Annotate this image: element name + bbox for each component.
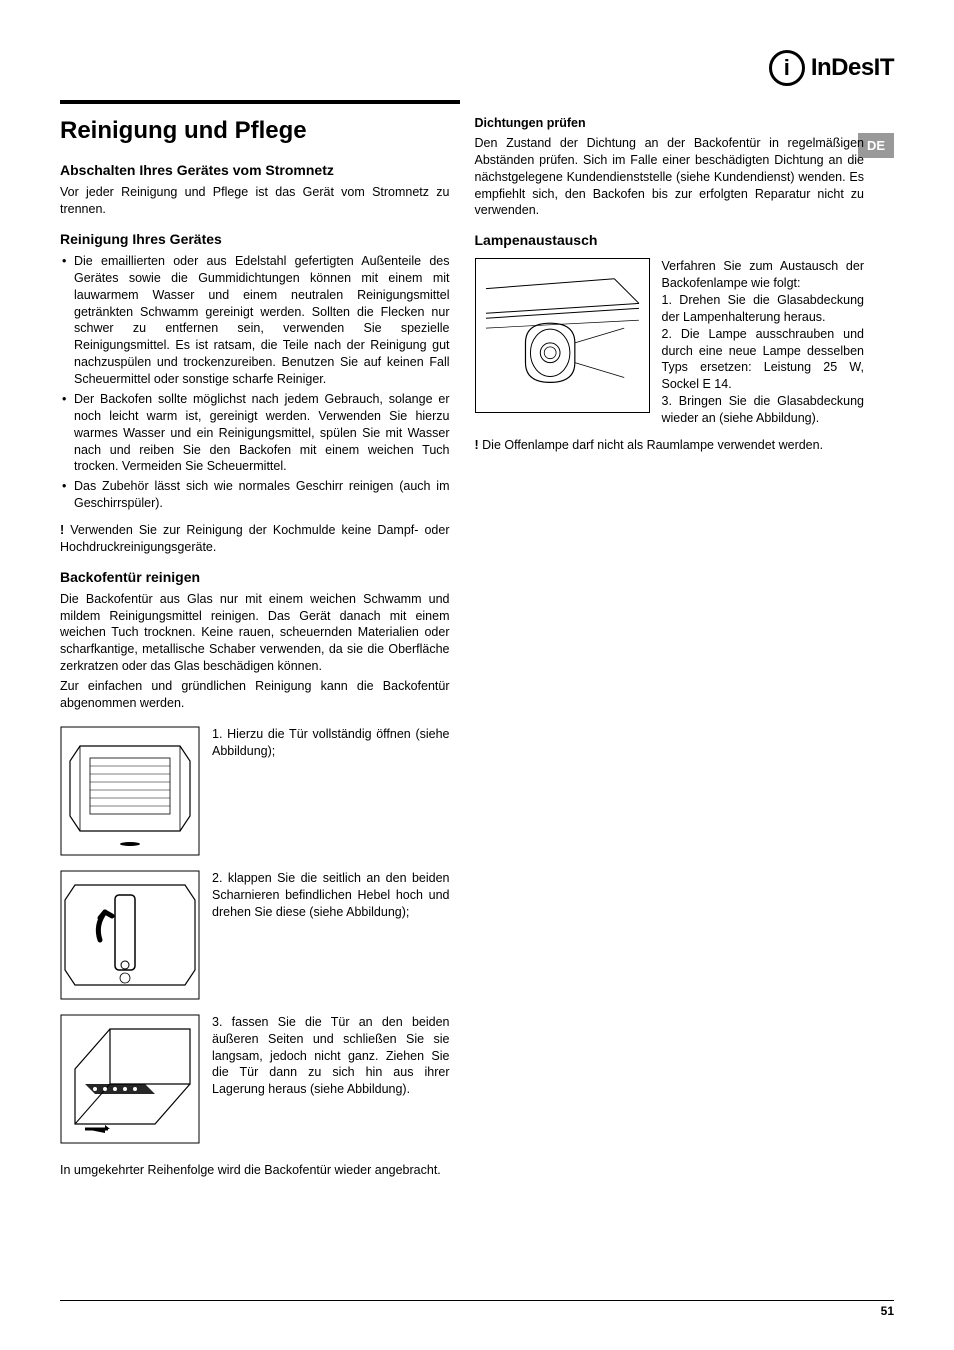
section-text: Den Zustand der Dichtung an der Backofen…	[475, 135, 865, 219]
list-item: Die emaillierten oder aus Edelstahl gefe…	[60, 253, 450, 388]
warning-text: ! Verwenden Sie zur Reinigung der Kochmu…	[60, 522, 450, 556]
list-item: Das Zubehör lässt sich wie normales Gesc…	[60, 478, 450, 512]
step-2: 2. klappen Sie die seitlich an den beide…	[60, 870, 450, 1000]
lamp-block: Verfahren Sie zum Austausch der Backofen…	[475, 258, 865, 427]
logo-symbol: i	[769, 50, 805, 86]
list-item: Der Backofen sollte möglichst nach jedem…	[60, 391, 450, 475]
main-heading: Reinigung und Pflege	[60, 115, 450, 147]
step-1: 1. Hierzu die Tür vollständig öffnen (si…	[60, 726, 450, 856]
page-number: 51	[881, 1304, 894, 1318]
section-text: In umgekehrter Reihenfolge wird die Back…	[60, 1162, 450, 1179]
section-heading-door: Backofentür reinigen	[60, 568, 450, 587]
brand-logo: i InDesIT	[769, 50, 894, 86]
step-2-figure	[60, 870, 200, 1000]
section-text: Zur einfachen und gründlichen Reinigung …	[60, 678, 450, 712]
step-3-text: 3. fassen Sie die Tür an den beiden äuße…	[212, 1014, 450, 1098]
page-content: Reinigung und Pflege Abschalten Ihres Ge…	[60, 115, 894, 1182]
right-column: Dichtungen prüfen Den Zustand der Dichtu…	[475, 115, 895, 1182]
step-1-text: 1. Hierzu die Tür vollständig öffnen (si…	[212, 726, 450, 760]
lamp-figure	[475, 258, 650, 413]
step-1-figure	[60, 726, 200, 856]
cleaning-list: Die emaillierten oder aus Edelstahl gefe…	[60, 253, 450, 512]
step-3: 3. fassen Sie die Tür an den beiden äuße…	[60, 1014, 450, 1144]
logo-text: InDesIT	[811, 54, 894, 82]
lamp-step-1: 1. Drehen Sie die Glasabdeckung der Lamp…	[662, 292, 865, 326]
section-text: Vor jeder Reinigung und Pflege ist das G…	[60, 184, 450, 218]
lamp-intro: Verfahren Sie zum Austausch der Backofen…	[662, 258, 865, 292]
warning-text: ! Die Offenlampe darf nicht als Raumlamp…	[475, 437, 865, 454]
lamp-step-3: 3. Bringen Sie die Glasabdeckung wieder …	[662, 393, 865, 427]
section-heading-disconnect: Abschalten Ihres Gerätes vom Stromnetz	[60, 161, 450, 180]
header-rule	[60, 100, 460, 104]
left-column: Reinigung und Pflege Abschalten Ihres Ge…	[60, 115, 450, 1182]
step-2-text: 2. klappen Sie die seitlich an den beide…	[212, 870, 450, 921]
step-3-figure	[60, 1014, 200, 1144]
lamp-step-2: 2. Die Lampe ausschrauben und durch eine…	[662, 326, 865, 394]
section-text: Die Backofentür aus Glas nur mit einem w…	[60, 591, 450, 675]
section-heading-seals: Dichtungen prüfen	[475, 115, 865, 132]
section-heading-cleaning: Reinigung Ihres Gerätes	[60, 230, 450, 249]
lamp-text: Verfahren Sie zum Austausch der Backofen…	[662, 258, 865, 427]
section-heading-lamp: Lampenaustausch	[475, 231, 865, 250]
page-footer: 51	[60, 1300, 894, 1318]
